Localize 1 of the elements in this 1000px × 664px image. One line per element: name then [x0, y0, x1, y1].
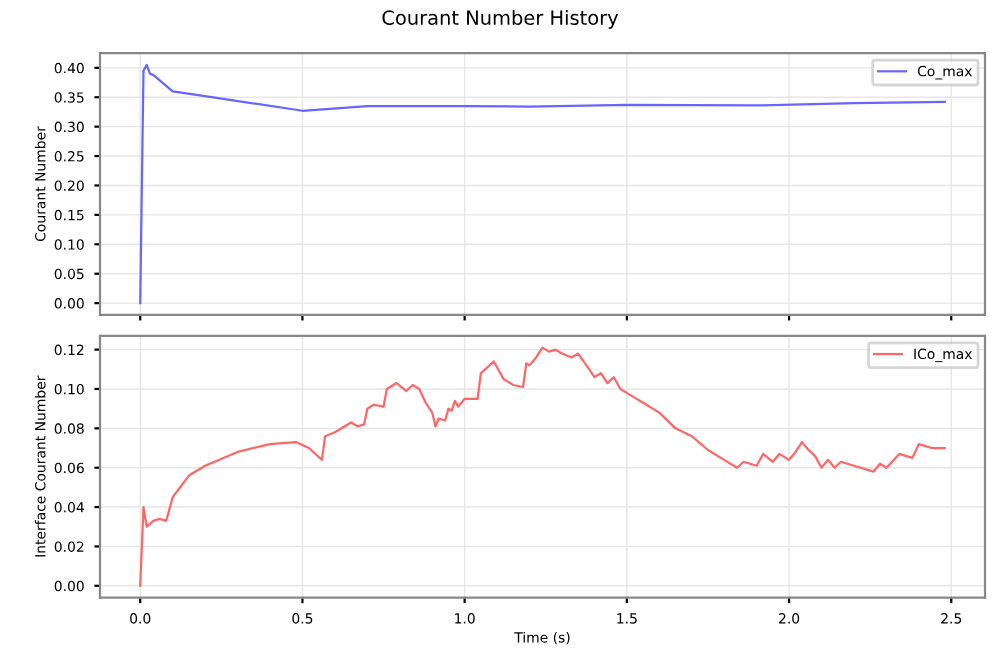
chart-title: Courant Number History [382, 9, 619, 29]
